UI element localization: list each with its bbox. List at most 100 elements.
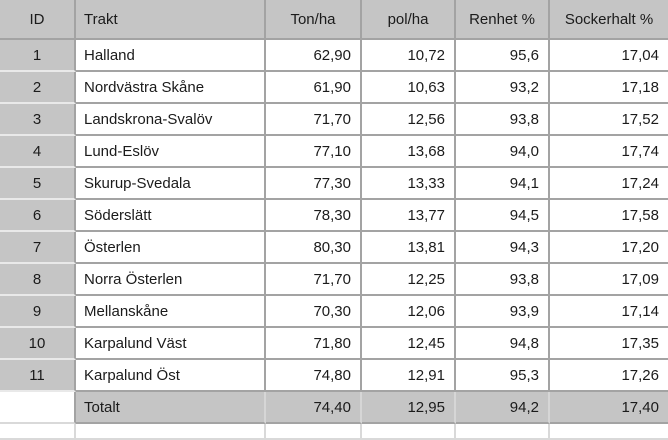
cell-id[interactable] bbox=[0, 392, 76, 424]
cell-id[interactable]: 6 bbox=[0, 200, 76, 232]
table-row: 11 Karpalund Öst 74,80 12,91 95,3 17,26 bbox=[0, 360, 668, 392]
table-row: 3 Landskrona-Svalöv 71,70 12,56 93,8 17,… bbox=[0, 104, 668, 136]
cell-id[interactable]: 1 bbox=[0, 40, 76, 72]
cell-renhet[interactable]: 93,8 bbox=[456, 264, 550, 296]
cell-ton-ha[interactable]: 77,30 bbox=[266, 168, 362, 200]
cell-id[interactable]: 10 bbox=[0, 328, 76, 360]
cell-renhet[interactable]: 94,1 bbox=[456, 168, 550, 200]
cell-renhet[interactable]: 93,8 bbox=[456, 104, 550, 136]
cell-id[interactable]: 7 bbox=[0, 232, 76, 264]
empty-cell[interactable] bbox=[76, 424, 266, 440]
cell-sockerhalt[interactable]: 17,40 bbox=[550, 392, 668, 424]
cell-sockerhalt[interactable]: 17,58 bbox=[550, 200, 668, 232]
cell-ton-ha[interactable]: 80,30 bbox=[266, 232, 362, 264]
cell-trakt[interactable]: Söderslätt bbox=[76, 200, 266, 232]
header-cell-pol-ha[interactable]: pol/ha bbox=[362, 0, 456, 40]
header-cell-renhet[interactable]: Renhet % bbox=[456, 0, 550, 40]
empty-cell[interactable] bbox=[456, 424, 550, 440]
cell-trakt[interactable]: Totalt bbox=[76, 392, 266, 424]
cell-ton-ha[interactable]: 71,80 bbox=[266, 328, 362, 360]
cell-pol-ha[interactable]: 12,25 bbox=[362, 264, 456, 296]
cell-renhet[interactable]: 95,6 bbox=[456, 40, 550, 72]
cell-sockerhalt[interactable]: 17,09 bbox=[550, 264, 668, 296]
cell-ton-ha[interactable]: 71,70 bbox=[266, 104, 362, 136]
cell-renhet[interactable]: 94,2 bbox=[456, 392, 550, 424]
cell-id[interactable]: 8 bbox=[0, 264, 76, 296]
cell-id[interactable]: 4 bbox=[0, 136, 76, 168]
table-row: 7 Österlen 80,30 13,81 94,3 17,20 bbox=[0, 232, 668, 264]
cell-sockerhalt[interactable]: 17,24 bbox=[550, 168, 668, 200]
cell-pol-ha[interactable]: 13,33 bbox=[362, 168, 456, 200]
table-row: 6 Söderslätt 78,30 13,77 94,5 17,58 bbox=[0, 200, 668, 232]
cell-trakt[interactable]: Nordvästra Skåne bbox=[76, 72, 266, 104]
table-row: 10 Karpalund Väst 71,80 12,45 94,8 17,35 bbox=[0, 328, 668, 360]
cell-sockerhalt[interactable]: 17,14 bbox=[550, 296, 668, 328]
cell-pol-ha[interactable]: 12,45 bbox=[362, 328, 456, 360]
empty-cell[interactable] bbox=[0, 424, 76, 440]
cell-sockerhalt[interactable]: 17,04 bbox=[550, 40, 668, 72]
cell-id[interactable]: 3 bbox=[0, 104, 76, 136]
cell-trakt[interactable]: Mellanskåne bbox=[76, 296, 266, 328]
header-cell-sockerhalt[interactable]: Sockerhalt % bbox=[550, 0, 668, 40]
cell-renhet[interactable]: 94,8 bbox=[456, 328, 550, 360]
cell-sockerhalt[interactable]: 17,20 bbox=[550, 232, 668, 264]
cell-trakt[interactable]: Lund-Eslöv bbox=[76, 136, 266, 168]
cell-sockerhalt[interactable]: 17,26 bbox=[550, 360, 668, 392]
cell-ton-ha[interactable]: 61,90 bbox=[266, 72, 362, 104]
cell-pol-ha[interactable]: 13,77 bbox=[362, 200, 456, 232]
cell-sockerhalt[interactable]: 17,74 bbox=[550, 136, 668, 168]
cell-sockerhalt[interactable]: 17,52 bbox=[550, 104, 668, 136]
cell-renhet[interactable]: 95,3 bbox=[456, 360, 550, 392]
cell-sockerhalt[interactable]: 17,35 bbox=[550, 328, 668, 360]
empty-cell[interactable] bbox=[550, 424, 668, 440]
cell-id[interactable]: 9 bbox=[0, 296, 76, 328]
cell-trakt[interactable]: Österlen bbox=[76, 232, 266, 264]
cell-id[interactable]: 2 bbox=[0, 72, 76, 104]
cell-renhet[interactable]: 94,3 bbox=[456, 232, 550, 264]
cell-ton-ha[interactable]: 74,80 bbox=[266, 360, 362, 392]
cell-renhet[interactable]: 93,2 bbox=[456, 72, 550, 104]
table-row: 9 Mellanskåne 70,30 12,06 93,9 17,14 bbox=[0, 296, 668, 328]
header-cell-id[interactable]: ID bbox=[0, 0, 76, 40]
cell-renhet[interactable]: 93,9 bbox=[456, 296, 550, 328]
cell-ton-ha[interactable]: 70,30 bbox=[266, 296, 362, 328]
cell-trakt[interactable]: Landskrona-Svalöv bbox=[76, 104, 266, 136]
cell-ton-ha[interactable]: 78,30 bbox=[266, 200, 362, 232]
header-cell-trakt[interactable]: Trakt bbox=[76, 0, 266, 40]
cell-ton-ha[interactable]: 71,70 bbox=[266, 264, 362, 296]
cell-renhet[interactable]: 94,0 bbox=[456, 136, 550, 168]
cell-ton-ha[interactable]: 74,40 bbox=[266, 392, 362, 424]
cell-trakt[interactable]: Norra Österlen bbox=[76, 264, 266, 296]
cell-trakt[interactable]: Halland bbox=[76, 40, 266, 72]
table-row: 1 Halland 62,90 10,72 95,6 17,04 bbox=[0, 40, 668, 72]
cell-ton-ha[interactable]: 77,10 bbox=[266, 136, 362, 168]
cell-id[interactable]: 5 bbox=[0, 168, 76, 200]
cell-id[interactable]: 11 bbox=[0, 360, 76, 392]
cell-pol-ha[interactable]: 12,06 bbox=[362, 296, 456, 328]
empty-cell[interactable] bbox=[362, 424, 456, 440]
total-row: Totalt 74,40 12,95 94,2 17,40 bbox=[0, 392, 668, 424]
table-row: 2 Nordvästra Skåne 61,90 10,63 93,2 17,1… bbox=[0, 72, 668, 104]
cell-trakt[interactable]: Karpalund Öst bbox=[76, 360, 266, 392]
cell-pol-ha[interactable]: 12,91 bbox=[362, 360, 456, 392]
cell-pol-ha[interactable]: 10,72 bbox=[362, 40, 456, 72]
cell-sockerhalt[interactable]: 17,18 bbox=[550, 72, 668, 104]
cell-pol-ha[interactable]: 13,81 bbox=[362, 232, 456, 264]
cell-trakt[interactable]: Karpalund Väst bbox=[76, 328, 266, 360]
empty-cell[interactable] bbox=[266, 424, 362, 440]
cell-pol-ha[interactable]: 10,63 bbox=[362, 72, 456, 104]
header-row: ID Trakt Ton/ha pol/ha Renhet % Sockerha… bbox=[0, 0, 668, 40]
table-row: 4 Lund-Eslöv 77,10 13,68 94,0 17,74 bbox=[0, 136, 668, 168]
cell-ton-ha[interactable]: 62,90 bbox=[266, 40, 362, 72]
cell-pol-ha[interactable]: 13,68 bbox=[362, 136, 456, 168]
cell-renhet[interactable]: 94,5 bbox=[456, 200, 550, 232]
table-row: 8 Norra Österlen 71,70 12,25 93,8 17,09 bbox=[0, 264, 668, 296]
empty-partial-row bbox=[0, 424, 668, 440]
cell-trakt[interactable]: Skurup-Svedala bbox=[76, 168, 266, 200]
header-cell-ton-ha[interactable]: Ton/ha bbox=[266, 0, 362, 40]
table-body: 1 Halland 62,90 10,72 95,6 17,04 2 Nordv… bbox=[0, 40, 668, 440]
cell-pol-ha[interactable]: 12,56 bbox=[362, 104, 456, 136]
cell-pol-ha[interactable]: 12,95 bbox=[362, 392, 456, 424]
table-row: 5 Skurup-Svedala 77,30 13,33 94,1 17,24 bbox=[0, 168, 668, 200]
